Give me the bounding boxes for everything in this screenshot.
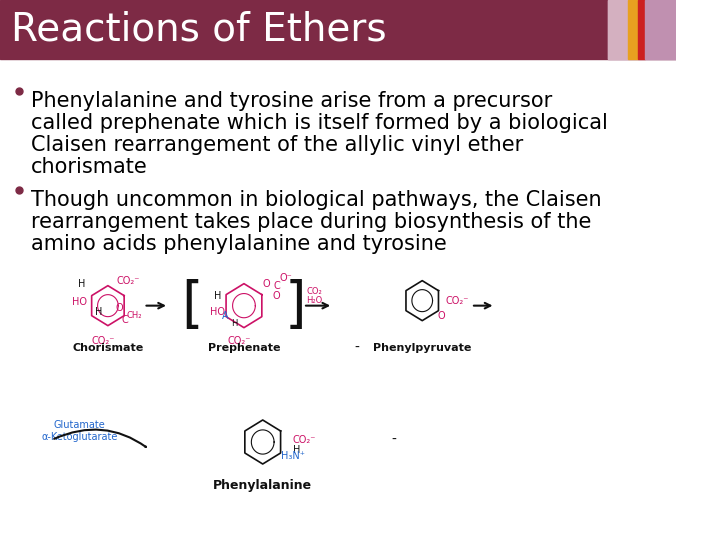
Bar xyxy=(629,0,639,59)
Bar xyxy=(645,0,675,59)
Text: CO₂⁻: CO₂⁻ xyxy=(91,336,115,346)
Text: CO₂⁻: CO₂⁻ xyxy=(293,435,316,445)
Text: CO₂: CO₂ xyxy=(307,287,322,296)
Text: A: A xyxy=(222,310,228,321)
Text: α-Ketoglutarate: α-Ketoglutarate xyxy=(42,432,118,442)
Text: H₂O: H₂O xyxy=(306,296,323,305)
Text: O: O xyxy=(115,302,123,313)
Text: chorismate: chorismate xyxy=(31,157,148,177)
Bar xyxy=(639,0,645,59)
Text: H: H xyxy=(293,445,300,455)
Text: CO₂⁻: CO₂⁻ xyxy=(228,336,251,346)
Text: -: - xyxy=(354,341,359,355)
Text: O: O xyxy=(263,279,270,289)
Text: Phenylalanine: Phenylalanine xyxy=(213,478,312,491)
Text: -: - xyxy=(392,433,397,447)
Text: called prephenate which is itself formed by a biological: called prephenate which is itself formed… xyxy=(31,113,608,133)
Text: Reactions of Ethers: Reactions of Ethers xyxy=(12,11,387,49)
Text: Prephenate: Prephenate xyxy=(207,343,280,353)
Text: C: C xyxy=(122,315,128,325)
Text: O: O xyxy=(273,291,281,301)
Bar xyxy=(608,0,675,59)
Text: H₃N⁺: H₃N⁺ xyxy=(282,451,305,461)
Bar xyxy=(0,0,675,59)
Text: [: [ xyxy=(181,279,203,333)
Text: HO: HO xyxy=(210,307,225,316)
Text: CH₂: CH₂ xyxy=(127,311,142,320)
Text: HO: HO xyxy=(72,296,87,307)
FancyArrowPatch shape xyxy=(54,429,146,447)
Text: ]: ] xyxy=(284,279,307,333)
Text: Though uncommon in biological pathways, the Claisen: Though uncommon in biological pathways, … xyxy=(31,191,602,211)
Text: O: O xyxy=(437,310,445,321)
Text: H: H xyxy=(95,307,102,316)
Text: CO₂⁻: CO₂⁻ xyxy=(117,275,140,286)
Text: O⁻: O⁻ xyxy=(280,273,292,282)
Text: amino acids phenylalanine and tyrosine: amino acids phenylalanine and tyrosine xyxy=(31,234,446,254)
Text: C: C xyxy=(274,281,280,291)
Text: H: H xyxy=(78,279,85,289)
Text: rearrangement takes place during biosynthesis of the: rearrangement takes place during biosynt… xyxy=(31,212,591,232)
Text: Glutamate: Glutamate xyxy=(54,420,106,430)
Bar xyxy=(608,0,629,59)
Text: CO₂⁻: CO₂⁻ xyxy=(446,295,469,306)
Text: H: H xyxy=(231,319,238,328)
Text: Chorismate: Chorismate xyxy=(72,343,143,353)
Text: H: H xyxy=(214,291,221,301)
Text: Claisen rearrangement of the allylic vinyl ether: Claisen rearrangement of the allylic vin… xyxy=(31,135,523,155)
Text: Phenylalanine and tyrosine arise from a precursor: Phenylalanine and tyrosine arise from a … xyxy=(31,91,552,111)
Text: Phenylpyruvate: Phenylpyruvate xyxy=(373,343,472,353)
